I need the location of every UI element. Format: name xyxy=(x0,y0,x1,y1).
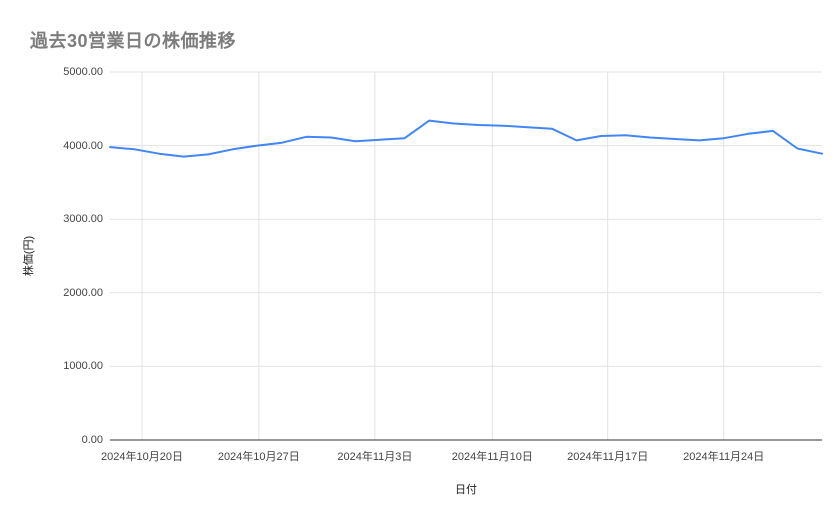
x-axis-title: 日付 xyxy=(455,484,477,496)
chart-title: 過去30営業日の株価推移 xyxy=(30,31,237,51)
stock-price-series-line xyxy=(109,119,823,158)
